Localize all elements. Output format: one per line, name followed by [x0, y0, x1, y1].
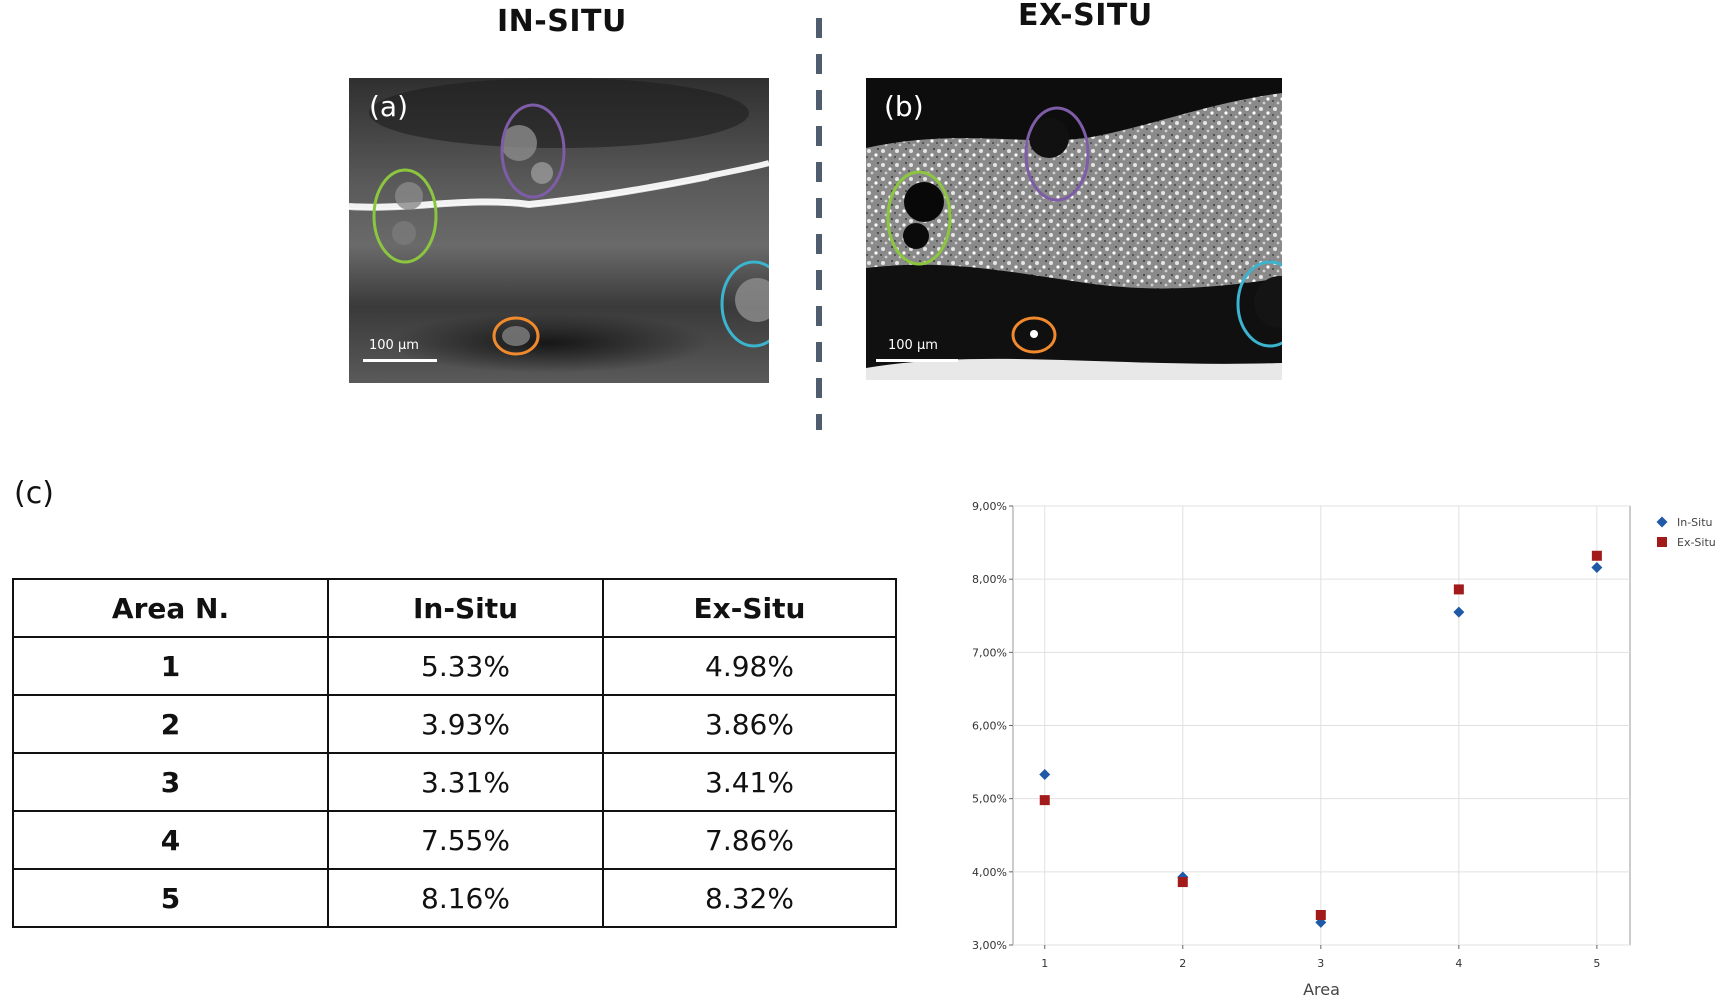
- x-tick-label: 2: [1179, 957, 1186, 970]
- cyan-marker-ellipse: [1236, 260, 1282, 348]
- table-row: 3 3.31% 3.41%: [12, 752, 897, 812]
- x-tick-label: 3: [1317, 957, 1324, 970]
- panel-c-label: (c): [14, 476, 54, 511]
- scale-bar: [363, 359, 437, 362]
- area-cell: 1: [12, 636, 329, 696]
- area-cell: 3: [12, 752, 329, 812]
- in-situ-cell: 5.33%: [327, 636, 604, 696]
- in-situ-micrograph: (a) 100 µm: [349, 78, 769, 383]
- y-tick-label: 8,00%: [972, 573, 1007, 586]
- in-situ-cell: 7.55%: [327, 810, 604, 870]
- x-axis-title: Area: [1303, 980, 1340, 999]
- scale-bar-label: 100 µm: [369, 338, 419, 353]
- table-header-cell: In-Situ: [327, 578, 604, 638]
- purple-marker-ellipse: [1024, 106, 1090, 202]
- table-row: 4 7.55% 7.86%: [12, 810, 897, 870]
- panel-a-label: (a): [369, 90, 409, 123]
- green-marker-ellipse: [886, 170, 952, 266]
- area-cell: 5: [12, 868, 329, 928]
- x-tick-label: 1: [1041, 957, 1048, 970]
- x-tick-label: 5: [1593, 957, 1600, 970]
- legend-label: In-Situ: [1677, 516, 1713, 529]
- in-situ-heading: IN-SITU: [497, 4, 627, 39]
- ex-situ-micrograph: (b) 100 µm: [866, 78, 1282, 380]
- in-situ-legend-marker: [1656, 516, 1668, 528]
- scale-bar-label: 100 µm: [888, 338, 938, 353]
- porosity-table: Area N. In-Situ Ex-Situ 1 5.33% 4.98% 2 …: [12, 578, 897, 928]
- ex-situ-cell: 3.41%: [602, 752, 897, 812]
- y-tick-label: 6,00%: [972, 720, 1007, 733]
- in-situ-point: [1453, 606, 1465, 618]
- area-cell: 4: [12, 810, 329, 870]
- in-situ-point: [1591, 561, 1603, 573]
- y-tick-label: 5,00%: [972, 793, 1007, 806]
- ex-situ-point: [1591, 550, 1602, 561]
- table-header-cell: Area N.: [12, 578, 329, 638]
- ex-situ-point: [1039, 795, 1050, 806]
- in-situ-cell: 3.93%: [327, 694, 604, 754]
- ex-situ-point: [1177, 877, 1188, 888]
- ex-situ-legend-marker: [1657, 537, 1667, 547]
- y-tick-label: 4,00%: [972, 866, 1007, 879]
- purple-marker-ellipse: [500, 103, 566, 199]
- in-situ-point: [1039, 769, 1051, 781]
- area-cell: 2: [12, 694, 329, 754]
- x-tick-label: 4: [1455, 957, 1462, 970]
- orange-marker-ellipse: [1011, 316, 1057, 354]
- y-tick-label: 9,00%: [972, 500, 1007, 513]
- ex-situ-point: [1315, 910, 1326, 921]
- ex-situ-cell: 4.98%: [602, 636, 897, 696]
- ex-situ-cell: 8.32%: [602, 868, 897, 928]
- ex-situ-heading: EX-SITU: [1018, 0, 1153, 33]
- table-row: 1 5.33% 4.98%: [12, 636, 897, 696]
- ex-situ-cell: 7.86%: [602, 810, 897, 870]
- table-header-cell: Ex-Situ: [602, 578, 897, 638]
- y-tick-label: 7,00%: [972, 646, 1007, 659]
- legend-label: Ex-Situ: [1677, 536, 1716, 549]
- scale-bar: [876, 359, 958, 362]
- panel-b-label: (b): [884, 90, 924, 123]
- cyan-marker-ellipse: [720, 260, 769, 348]
- in-situ-cell: 3.31%: [327, 752, 604, 812]
- in-situ-cell: 8.16%: [327, 868, 604, 928]
- dashed-divider: [816, 18, 822, 430]
- ex-situ-point: [1453, 584, 1464, 595]
- green-marker-ellipse: [372, 168, 438, 264]
- table-row: 2 3.93% 3.86%: [12, 694, 897, 754]
- y-tick-label: 3,00%: [972, 939, 1007, 952]
- orange-marker-ellipse: [492, 316, 540, 356]
- table-row: 5 8.16% 8.32%: [12, 868, 897, 928]
- ex-situ-cell: 3.86%: [602, 694, 897, 754]
- porosity-scatter-chart: 3,00% 4,00% 5,00% 6,00% 7,00% 8,00% 9,00% 1 2 3 4 5…: [972, 500, 1716, 999]
- table-header-row: Area N. In-Situ Ex-Situ: [12, 578, 897, 638]
